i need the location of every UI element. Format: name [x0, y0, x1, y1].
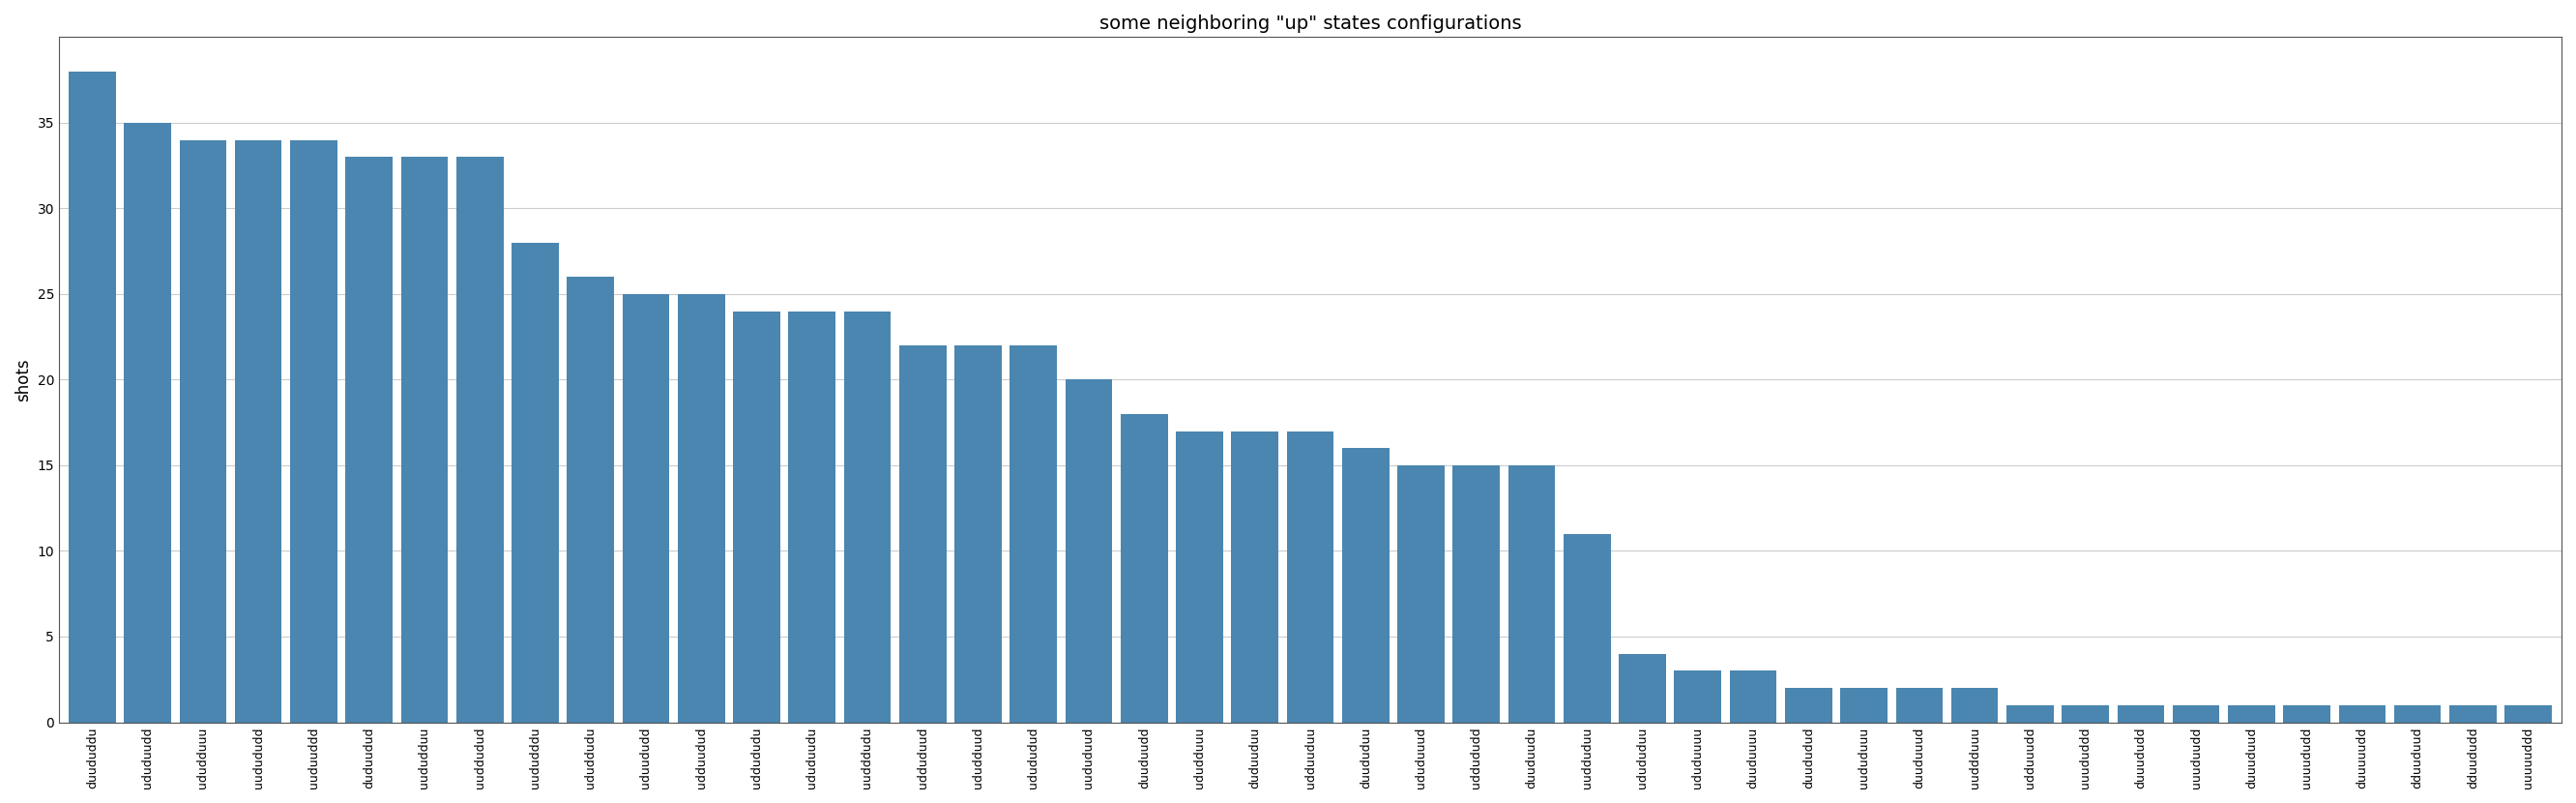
- Bar: [1839, 688, 1888, 722]
- Bar: [788, 311, 835, 722]
- Bar: [1121, 414, 1167, 722]
- Bar: [2117, 705, 2164, 722]
- Bar: [180, 140, 227, 722]
- Bar: [1674, 671, 1721, 722]
- Title: some neighboring "up" states configurations: some neighboring "up" states configurati…: [1100, 14, 1522, 33]
- Bar: [1564, 534, 1610, 722]
- Bar: [1896, 688, 1942, 722]
- Bar: [1728, 671, 1777, 722]
- Bar: [845, 311, 891, 722]
- Bar: [677, 294, 724, 722]
- Bar: [513, 243, 559, 722]
- Bar: [2282, 705, 2331, 722]
- Bar: [2393, 705, 2442, 722]
- Bar: [1453, 465, 1499, 722]
- Bar: [734, 311, 781, 722]
- Bar: [567, 277, 613, 722]
- Bar: [456, 157, 502, 722]
- Bar: [956, 345, 1002, 722]
- Bar: [623, 294, 670, 722]
- Bar: [2228, 705, 2275, 722]
- Bar: [2007, 705, 2053, 722]
- Bar: [402, 157, 448, 722]
- Y-axis label: shots: shots: [15, 358, 31, 402]
- Bar: [1177, 431, 1224, 722]
- Bar: [1785, 688, 1832, 722]
- Bar: [2061, 705, 2110, 722]
- Bar: [1507, 465, 1556, 722]
- Bar: [1066, 380, 1113, 722]
- Bar: [70, 71, 116, 722]
- Bar: [1396, 465, 1445, 722]
- Bar: [1010, 345, 1056, 722]
- Bar: [1231, 431, 1278, 722]
- Bar: [345, 157, 392, 722]
- Bar: [899, 345, 945, 722]
- Bar: [2339, 705, 2385, 722]
- Bar: [1288, 431, 1334, 722]
- Bar: [1342, 448, 1388, 722]
- Bar: [2450, 705, 2496, 722]
- Bar: [234, 140, 281, 722]
- Bar: [291, 140, 337, 722]
- Bar: [1950, 688, 1999, 722]
- Bar: [124, 123, 170, 722]
- Bar: [2172, 705, 2221, 722]
- Bar: [1618, 654, 1667, 722]
- Bar: [2504, 705, 2553, 722]
